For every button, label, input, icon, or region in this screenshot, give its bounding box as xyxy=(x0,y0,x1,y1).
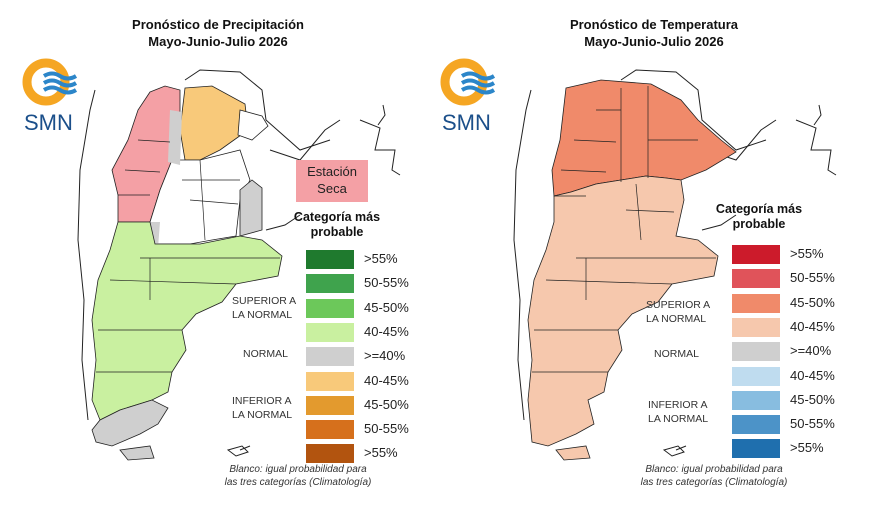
smn-logo-text-temp: SMN xyxy=(442,110,491,135)
precip-legend-title-line2: probable xyxy=(310,225,364,239)
precip-legend-label: 40-45% xyxy=(364,323,409,339)
precip-group-superior: SUPERIOR A LA NORMAL xyxy=(232,294,296,322)
smn-logo-icon xyxy=(22,58,78,106)
precip-legend-swatch xyxy=(306,420,354,440)
temp-legend-title-line2: probable xyxy=(732,217,786,231)
precip-legend-label: >=40% xyxy=(364,348,406,364)
precipitation-title-line2: Mayo-Junio-Julio 2026 xyxy=(148,34,288,49)
precip-legend-swatch xyxy=(306,298,354,318)
smn-logo-temp: SMN xyxy=(440,58,510,138)
precip-superior-line1: SUPERIOR A xyxy=(232,295,297,307)
temp-legend-swatch xyxy=(732,415,780,435)
argentina-shape-temp xyxy=(527,79,737,461)
precip-footer-line1: Blanco: igual probabilidad para xyxy=(229,464,367,475)
precip-legend-swatch xyxy=(306,371,354,391)
neighbor-borders xyxy=(77,69,401,421)
temp-legend-swatch xyxy=(732,317,780,337)
temp-legend-label: >55% xyxy=(790,246,824,261)
temp-group-superior: SUPERIOR A LA NORMAL xyxy=(646,298,710,326)
smn-logo-icon-temp xyxy=(440,58,496,106)
temp-footer: Blanco: igual probabilidad para las tres… xyxy=(584,463,844,489)
temp-legend-swatch xyxy=(732,269,780,289)
temp-legend-swatch xyxy=(732,342,780,362)
precip-group-normal: NORMAL xyxy=(243,348,288,360)
temp-inferior-line1: INFERIOR A xyxy=(648,399,708,411)
precip-legend-swatch xyxy=(306,250,354,269)
temp-legend-label: 40-45% xyxy=(790,318,835,334)
temp-footer-line2: las tres categorías (Climatología) xyxy=(640,477,788,488)
precip-footer: Blanco: igual probabilidad para las tres… xyxy=(168,463,428,489)
temperature-map xyxy=(513,69,837,461)
precip-legend-title: Categoría más probable xyxy=(282,210,392,240)
precip-legend-label: 40-45% xyxy=(364,372,409,388)
temperature-title-line1: Pronóstico de Temperatura xyxy=(569,17,739,32)
estacion-seca-line2: Seca xyxy=(317,181,347,196)
temp-group-inferior: INFERIOR A LA NORMAL xyxy=(648,398,708,426)
precip-group-inferior: INFERIOR A LA NORMAL xyxy=(232,394,292,422)
temp-legend-title: Categoría más probable xyxy=(704,202,814,232)
smn-logo: SMN xyxy=(22,58,92,138)
temp-legend-label: 50-55% xyxy=(790,416,835,432)
islands-temp xyxy=(662,445,687,457)
temp-legend-swatch xyxy=(732,245,780,264)
temp-legend-swatch xyxy=(732,293,780,313)
precip-inferior-line1: INFERIOR A xyxy=(232,395,292,407)
precip-legend-swatch xyxy=(306,322,354,342)
estacion-seca-label: Estación Seca xyxy=(296,160,368,202)
temp-legend-label: 50-55% xyxy=(790,270,835,286)
precipitation-title: Pronóstico de Precipitación Mayo-Junio-J… xyxy=(0,16,436,50)
argentina-shape-precip xyxy=(91,85,283,461)
precip-legend-swatch xyxy=(306,347,354,367)
temp-legend-label: 45-50% xyxy=(790,391,835,407)
temp-footer-line1: Blanco: igual probabilidad para xyxy=(645,464,783,475)
temperature-panel: Pronóstico de Temperatura Mayo-Junio-Jul… xyxy=(436,0,871,532)
temp-legend-label: 40-45% xyxy=(790,367,835,383)
precip-legend-title-line1: Categoría más xyxy=(293,210,381,224)
precip-footer-line2: las tres categorías (Climatología) xyxy=(224,477,372,488)
estacion-seca-line1: Estación xyxy=(307,164,357,179)
precipitation-title-line1: Pronóstico de Precipitación xyxy=(132,17,304,32)
precip-legend-label: 45-50% xyxy=(364,396,409,412)
islands xyxy=(226,445,251,457)
temp-superior-line1: SUPERIOR A xyxy=(646,299,711,311)
precip-inferior-line2: LA NORMAL xyxy=(232,409,293,421)
temp-legend-label: >=40% xyxy=(790,343,832,359)
temp-legend-label: 45-50% xyxy=(790,294,835,310)
precip-legend-label: 50-55% xyxy=(364,421,409,437)
temp-legend-label: >55% xyxy=(790,440,824,456)
precip-superior-line2: LA NORMAL xyxy=(232,309,293,321)
precip-legend-label: 50-55% xyxy=(364,275,409,291)
precip-legend-label: >55% xyxy=(364,251,398,266)
precip-legend-swatch xyxy=(306,274,354,294)
neighbor-borders-temp xyxy=(513,69,837,421)
precip-legend-label: >55% xyxy=(364,445,398,461)
precip-legend-label: 45-50% xyxy=(364,299,409,315)
temp-legend-swatch xyxy=(732,390,780,410)
temp-superior-line2: LA NORMAL xyxy=(646,313,707,325)
temperature-title-line2: Mayo-Junio-Julio 2026 xyxy=(584,34,724,49)
temp-inferior-line2: LA NORMAL xyxy=(648,413,709,425)
precip-legend-swatch xyxy=(306,395,354,415)
precipitation-panel: Pronóstico de Precipitación Mayo-Junio-J… xyxy=(0,16,436,489)
smn-logo-text: SMN xyxy=(24,110,73,135)
precipitation-map xyxy=(77,69,401,461)
temp-legend-swatch xyxy=(732,439,780,459)
temp-legend-title-line1: Categoría más xyxy=(715,202,803,216)
temp-group-normal: NORMAL xyxy=(654,348,699,360)
temp-legend-swatch xyxy=(732,366,780,386)
temperature-title: Pronóstico de Temperatura Mayo-Junio-Jul… xyxy=(436,16,871,50)
precip-legend-swatch xyxy=(306,444,354,464)
